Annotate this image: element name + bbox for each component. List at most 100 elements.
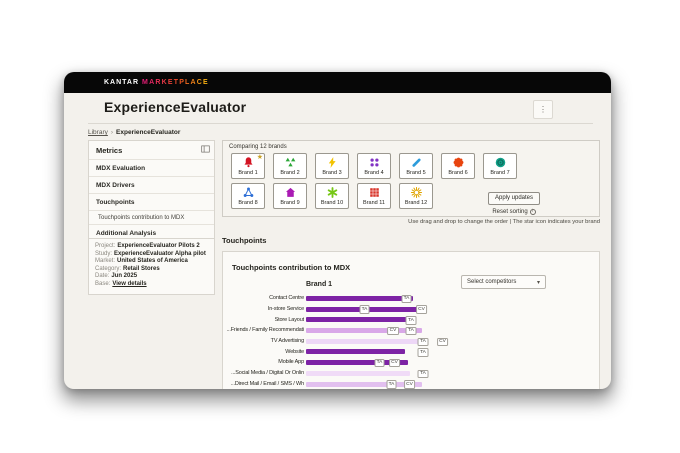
touchpoints-chart-card: Touchpoints contribution to MDX Select c… xyxy=(222,251,600,389)
chart-row: In-store Service TA CV xyxy=(223,304,601,315)
project-info-label: Category: xyxy=(95,265,122,272)
sidebar-item-mdx-evaluation[interactable]: MDX Evaluation xyxy=(89,159,214,176)
molecule-icon xyxy=(242,185,255,200)
starburst-icon xyxy=(410,185,423,200)
brand-tile-2[interactable]: Brand 2 xyxy=(273,153,307,179)
metrics-title: Metrics xyxy=(96,146,123,155)
lightning-bolt-icon xyxy=(326,155,339,170)
reset-sorting-label: Reset sorting xyxy=(492,208,528,215)
brand-label: Brand 1 xyxy=(238,170,258,176)
chart-row: Website TA xyxy=(223,346,601,357)
chart-row-label: Direct Mail / Email / SMS / Wh... xyxy=(230,380,304,387)
dropdown-label: Select competitors xyxy=(467,279,517,285)
benchmark-badge-ta: TA xyxy=(417,348,429,357)
flower-seal-icon xyxy=(452,155,465,170)
chart-bar-track: TA CV xyxy=(306,336,456,347)
brand-label: Brand 7 xyxy=(490,170,510,176)
project-info-row: Category: Retail Stores xyxy=(95,266,208,274)
brand-tile-8[interactable]: Brand 8 xyxy=(231,183,265,209)
breadcrumb-current: ExperienceEvaluator xyxy=(116,129,181,136)
reset-sorting-link[interactable]: Reset sorting xyxy=(479,208,549,215)
chart-row-label: In-store Service xyxy=(267,306,304,313)
collapse-panel-icon[interactable] xyxy=(201,145,210,153)
brand-tile-11[interactable]: Brand 11 xyxy=(357,183,391,209)
brand-tile-3[interactable]: Brand 3 xyxy=(315,153,349,179)
benchmark-badge-ta: TA xyxy=(417,369,429,378)
sidebar-item-additional-analysis[interactable]: Additional Analysis xyxy=(89,224,214,241)
star-icon: ★ xyxy=(256,154,263,161)
project-info-row: Market: United States of America xyxy=(95,258,208,266)
benchmark-badge-cv: CV xyxy=(403,380,416,389)
chart-bar-track: TA CV xyxy=(306,379,456,390)
breadcrumb: Library › ExperienceEvaluator xyxy=(88,129,180,136)
chart-bar xyxy=(306,360,408,366)
sidebar-item-touchpoints[interactable]: Touchpoints xyxy=(89,193,214,210)
chart-bar xyxy=(306,370,410,376)
benchmark-badge-ta: TA xyxy=(374,358,385,368)
benchmark-badge-ta: TA xyxy=(401,294,412,304)
brands-panel: Comparing 12 brands Brand 1 ★ Brand 2 Brand… xyxy=(222,140,600,217)
chart-card-title: Touchpoints contribution to MDX xyxy=(232,263,351,272)
sidebar-item-touchpoints-contribution-to-mdx[interactable]: Touchpoints contribution to MDX xyxy=(89,210,214,224)
project-info-value: ExperienceEvaluator Pilots 2 xyxy=(117,243,200,249)
brands-controls: Apply updates Reset sorting xyxy=(479,186,549,215)
project-info-row: Date: Jun 2025 xyxy=(95,273,208,281)
brand-tile-1[interactable]: Brand 1 ★ xyxy=(231,153,265,179)
chart-row-label: Contact Centre xyxy=(269,295,304,302)
sidebar-item-mdx-drivers[interactable]: MDX Drivers xyxy=(89,176,214,193)
chart-bar xyxy=(306,349,405,355)
chart-bar-track: TA xyxy=(306,293,456,304)
chart-row: Direct Mail / Email / SMS / Wh... TA CV xyxy=(223,379,601,390)
select-competitor-dropdown[interactable]: Select competitors ▾ xyxy=(461,275,546,289)
breadcrumb-library-link[interactable]: Library xyxy=(88,129,108,136)
chart-bar xyxy=(306,328,422,334)
title-divider xyxy=(88,123,593,124)
project-info-label: Date: xyxy=(95,273,110,280)
chart-row: TV Advertising TA CV xyxy=(223,336,601,347)
brand-row-1: Brand 1 ★ Brand 2 Brand 3 Brand 4 Brand 5 Bran… xyxy=(231,153,517,179)
marketplace-logo: MARKETPLACE xyxy=(142,79,209,86)
chart-row-label: Store Layout xyxy=(274,316,304,323)
project-info-value: Jun 2025 xyxy=(111,273,138,280)
project-info-panel: Project: ExperienceEvaluator Pilots 2 Stud… xyxy=(88,238,215,295)
apply-updates-button[interactable]: Apply updates xyxy=(487,191,541,205)
chart-bar-track: CV TA xyxy=(306,325,456,336)
chart-bar xyxy=(306,338,420,344)
brand-tile-10[interactable]: Brand 10 xyxy=(315,183,349,209)
chart-row-label: TV Advertising xyxy=(270,338,304,345)
brand-tile-12[interactable]: Brand 12 xyxy=(399,183,433,209)
sidebar-items: MDX Evaluation MDX Drivers Touchpoints Touc… xyxy=(89,159,214,241)
metrics-header: Metrics xyxy=(89,141,214,159)
brand-tile-4[interactable]: Brand 4 xyxy=(357,153,391,179)
chart-bar xyxy=(306,296,413,301)
brand-label: Brand 9 xyxy=(280,200,300,206)
brand-tile-9[interactable]: Brand 9 xyxy=(273,183,307,209)
kebab-menu-button[interactable]: ⋮ xyxy=(533,100,553,119)
chart-row-label: Mobile App xyxy=(278,359,304,366)
brand-label: Brand 12 xyxy=(404,200,428,206)
brand-label: Brand 11 xyxy=(363,200,385,206)
view-details-link[interactable]: View details xyxy=(112,280,147,287)
project-info-label: Project: xyxy=(95,243,116,249)
brand-tile-7[interactable]: Brand 7 xyxy=(483,153,517,179)
chart-bar-track: TA xyxy=(306,368,456,379)
four-dots-icon xyxy=(368,155,381,170)
project-info-row: Study: ExperienceEvaluator Alpha pilot xyxy=(95,251,208,259)
app-window: KANTAR MARKETPLACE ExperienceEvaluator ⋮… xyxy=(64,72,611,389)
breadcrumb-separator-icon: › xyxy=(110,129,114,136)
metrics-sidebar: Metrics MDX Evaluation MDX Drivers Touchpo… xyxy=(88,140,215,242)
brand-tile-6[interactable]: Brand 6 xyxy=(441,153,475,179)
brand-label: Brand 4 xyxy=(364,170,384,176)
chart-row: Store Layout TA xyxy=(223,314,601,325)
chart-group-label: Brand 1 xyxy=(306,281,333,288)
chart-row: Friends / Family Recommendati... CV TA xyxy=(223,325,601,336)
benchmark-badge-cv: CV xyxy=(415,305,428,314)
project-info-label: Market: xyxy=(95,258,116,265)
pencil-icon xyxy=(410,155,423,170)
project-info-value: ExperienceEvaluator Alpha pilot xyxy=(114,250,206,257)
project-info-row: Project: ExperienceEvaluator Pilots 2 xyxy=(95,243,208,251)
brand-label: Brand 6 xyxy=(448,170,468,176)
benchmark-badge-cv: CV xyxy=(436,337,449,346)
brand-tile-5[interactable]: Brand 5 xyxy=(399,153,433,179)
